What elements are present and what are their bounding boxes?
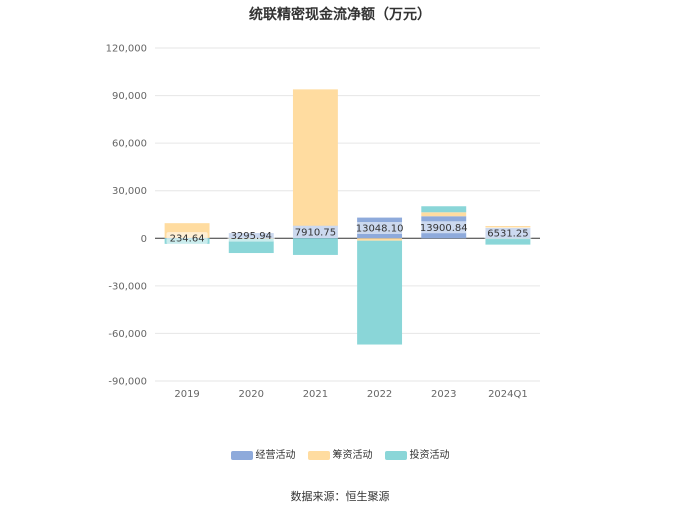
data-label: 234.64: [170, 234, 205, 245]
bar-segment: [228, 238, 274, 254]
legend-item[interactable]: 投资活动: [384, 446, 450, 461]
x-tick-label: 2020: [239, 389, 264, 400]
x-tick-label: 2019: [174, 389, 199, 400]
bar-segment: [485, 226, 531, 228]
bar-segment: [357, 238, 403, 241]
x-tick-label: 2024Q1: [488, 389, 528, 400]
data-label-bg: [484, 227, 532, 240]
data-label-bg: [291, 226, 340, 239]
bar-segment: [421, 206, 467, 213]
y-tick-label: -30,000: [108, 281, 147, 292]
bar-segment: [292, 238, 338, 255]
y-tick-label: 0: [141, 234, 147, 245]
data-label-bg: [227, 229, 275, 242]
legend-label: 筹资活动: [332, 450, 373, 461]
bar-segment: [485, 238, 531, 245]
data-label: 7910.75: [295, 228, 336, 239]
legend-swatch: [230, 450, 253, 460]
y-tick-label: -60,000: [108, 329, 147, 340]
data-label: 6531.25: [487, 229, 528, 240]
data-label: 13900.84: [420, 223, 468, 234]
legend-label: 投资活动: [409, 450, 450, 461]
y-tick-label: 90,000: [112, 91, 147, 102]
chart-title: 统联精密现金流净额（万元）: [249, 7, 431, 23]
y-tick-label: 30,000: [112, 186, 147, 197]
y-tick-label: 120,000: [106, 44, 147, 55]
y-tick-label: -90,000: [108, 377, 147, 388]
legend-swatch: [384, 450, 407, 460]
source-note: 数据来源：恒生聚源: [290, 490, 390, 503]
bar-segment: [421, 212, 467, 217]
chart-plot: 120,000 90,000 60,000 30,000 0 -30,000 -60,000…: [106, 44, 540, 400]
legend-label: 经营活动: [255, 450, 296, 461]
legend: 经营活动 筹资活动 投资活动: [0, 446, 680, 461]
legend-item[interactable]: 经营活动: [230, 446, 296, 461]
legend-item[interactable]: 筹资活动: [307, 446, 373, 461]
y-tick-label: 60,000: [112, 139, 147, 150]
data-label: 3295.94: [231, 231, 272, 242]
bar-segment: [292, 89, 338, 226]
x-tick-label: 2023: [431, 389, 456, 400]
data-label-bg: [416, 221, 471, 234]
legend-swatch: [307, 450, 330, 460]
bar-segment: [357, 240, 403, 345]
data-label-bg: [352, 221, 407, 234]
x-tick-label: 2021: [303, 389, 328, 400]
data-label: 13048.10: [356, 223, 404, 234]
data-label-bg: [166, 232, 208, 245]
x-tick-label: 2022: [367, 389, 392, 400]
